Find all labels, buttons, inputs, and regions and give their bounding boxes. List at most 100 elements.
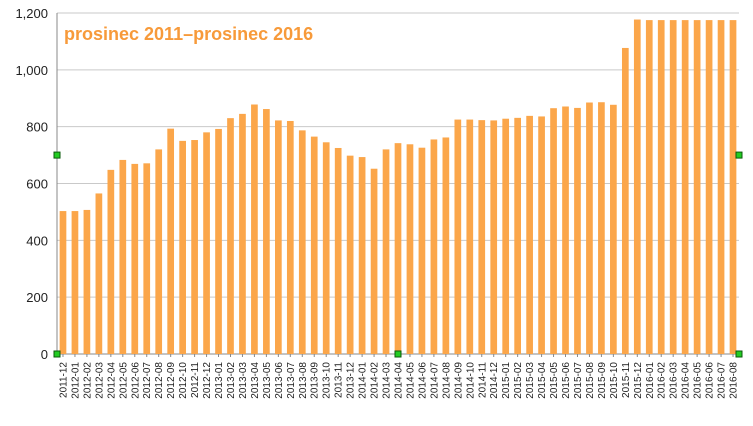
x-tick-label: 2012-08: [154, 362, 165, 399]
x-tick-label: 2015-10: [609, 362, 620, 399]
bar: [215, 128, 222, 354]
bar: [729, 20, 737, 355]
x-tick-label: 2014-08: [441, 362, 452, 399]
bar: [310, 136, 318, 354]
bar: [119, 159, 127, 354]
bar: [681, 20, 689, 355]
bar: [382, 149, 390, 354]
bar: [586, 102, 593, 354]
bar: [406, 144, 414, 354]
bar: [717, 20, 725, 355]
x-tick-label: 2013-04: [250, 362, 261, 399]
bar: [418, 147, 426, 354]
bar: [705, 20, 713, 355]
bar: [203, 132, 210, 354]
bar: [167, 128, 175, 354]
bar: [657, 20, 665, 355]
x-tick-label: 2014-07: [429, 362, 440, 399]
selection-handle[interactable]: [53, 350, 61, 358]
x-tick-label: 2012-10: [178, 362, 189, 399]
bar: [574, 107, 581, 354]
bar: [621, 47, 629, 354]
x-tick-label: 2016-01: [645, 362, 656, 399]
x-tick-label: 2013-02: [226, 362, 237, 399]
bar: [502, 118, 510, 355]
bar: [275, 120, 282, 354]
x-tick-label: 2015-06: [561, 362, 572, 399]
x-tick-label: 2014-12: [489, 362, 500, 399]
x-tick-label: 2012-06: [130, 362, 141, 399]
bar: [550, 108, 557, 354]
x-tick-label: 2014-11: [477, 362, 488, 398]
bar: [227, 118, 234, 355]
x-tick-label: 2015-04: [537, 362, 548, 399]
x-tick-label: 2015-05: [549, 362, 560, 399]
x-tick-label: 2016-07: [717, 362, 728, 399]
bar: [454, 119, 462, 354]
x-tick-label: 2013-05: [262, 362, 273, 399]
bar: [538, 116, 545, 354]
selection-handle[interactable]: [735, 350, 743, 358]
x-tick-label: 2012-04: [106, 362, 117, 399]
x-tick-label: 2016-03: [669, 362, 680, 399]
x-tick-label: 2015-07: [573, 362, 584, 399]
x-tick-label: 2014-01: [358, 362, 369, 399]
x-tick-label: 2014-09: [453, 362, 464, 399]
y-tick-label: 600: [26, 177, 48, 192]
x-tick-label: 2014-10: [465, 362, 476, 399]
bar: [490, 120, 498, 354]
bar: [263, 109, 270, 354]
bar: [598, 102, 605, 354]
x-tick-label: 2016-04: [681, 362, 692, 399]
x-tick-label: 2015-11: [621, 362, 632, 398]
x-tick-label: 2013-06: [274, 362, 285, 399]
x-tick-label: 2014-06: [417, 362, 428, 399]
bar: [95, 193, 103, 354]
y-tick-label: 1,200: [15, 6, 48, 21]
x-tick-label: 2012-03: [94, 362, 105, 399]
bar: [478, 120, 486, 355]
bar: [514, 117, 521, 354]
x-tick-label: 2013-11: [334, 362, 345, 398]
selection-handle[interactable]: [735, 151, 743, 159]
bar: [239, 113, 246, 354]
x-tick-label: 2014-04: [394, 362, 405, 399]
x-tick-label: 2012-12: [202, 362, 213, 399]
x-tick-label: 2015-12: [633, 362, 644, 399]
x-tick-label: 2012-05: [118, 362, 129, 399]
x-tick-label: 2012-01: [70, 362, 81, 399]
bar: [693, 20, 701, 355]
bar: [645, 20, 653, 355]
y-tick-label: 0: [41, 347, 48, 362]
bar: [298, 130, 306, 354]
bar: [179, 140, 186, 354]
x-tick-label: 2015-03: [525, 362, 536, 399]
bar: [633, 19, 641, 355]
bar: [286, 120, 294, 354]
bar: [143, 163, 151, 354]
bar: [334, 147, 342, 354]
x-tick-label: 2013-03: [238, 362, 249, 399]
x-tick-label: 2013-10: [322, 362, 333, 399]
bar: [83, 209, 91, 354]
bar: [430, 139, 438, 354]
bar: [155, 149, 163, 354]
x-tick-label: 2015-08: [585, 362, 596, 399]
selection-handle[interactable]: [394, 350, 402, 358]
x-tick-label: 2016-06: [705, 362, 716, 399]
bar: [562, 106, 569, 354]
bar: [610, 104, 617, 355]
x-tick-label: 2013-12: [346, 362, 357, 399]
x-tick-label: 2012-07: [142, 362, 153, 399]
x-tick-label: 2013-08: [298, 362, 309, 399]
y-tick-label: 800: [26, 120, 48, 135]
bar: [59, 211, 67, 354]
x-tick-label: 2015-02: [513, 362, 524, 399]
chart-title: prosinec 2011–prosinec 2016: [64, 24, 314, 44]
selection-handle[interactable]: [53, 151, 61, 159]
x-tick-label: 2013-07: [286, 362, 297, 399]
y-tick-label: 400: [26, 233, 48, 248]
bar: [669, 20, 677, 355]
bar: [346, 155, 354, 354]
